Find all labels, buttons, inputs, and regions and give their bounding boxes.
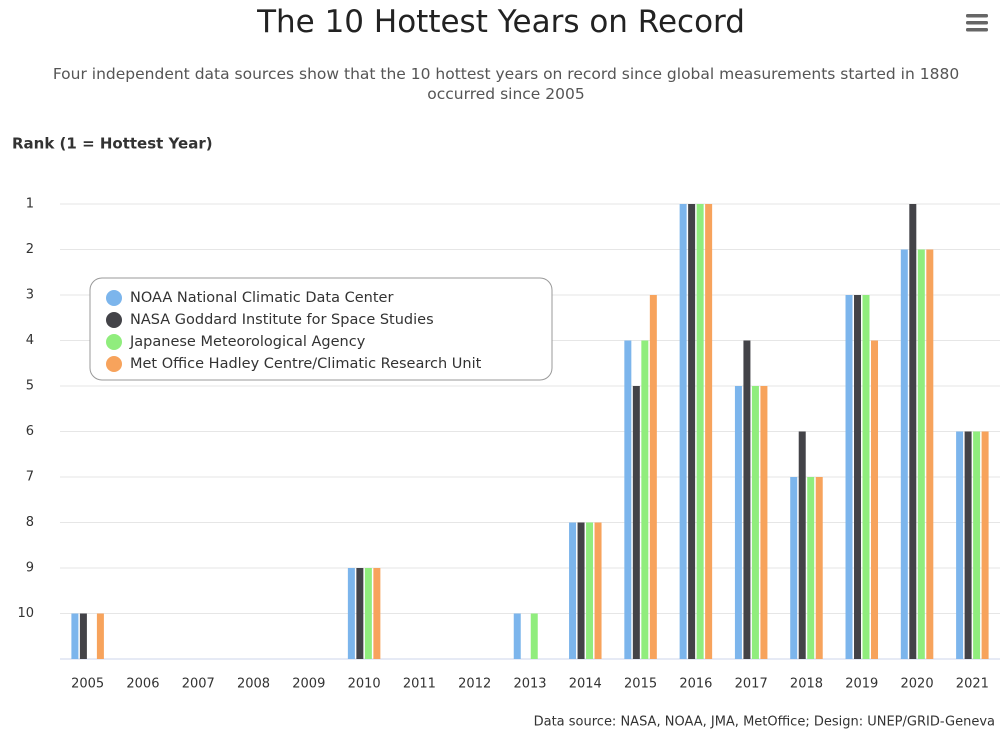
- bar: [696, 204, 704, 659]
- bar: [569, 522, 577, 659]
- bar: [79, 613, 87, 659]
- bar: [530, 613, 538, 659]
- legend: NOAA National Climatic Data Center NASA G…: [89, 277, 553, 381]
- bar: [845, 295, 853, 659]
- x-tick-label: 2019: [845, 677, 878, 692]
- y-axis-title: Rank (1 = Hottest Year): [12, 135, 213, 153]
- bar: [679, 204, 687, 659]
- bar: [364, 568, 372, 659]
- bar: [751, 386, 759, 659]
- bar: [909, 204, 917, 659]
- bar: [862, 295, 870, 659]
- menu-button[interactable]: [966, 14, 988, 32]
- y-tick-label: 10: [17, 606, 34, 621]
- legend-box: [89, 277, 553, 381]
- y-tick-label: 2: [26, 242, 34, 257]
- x-tick-label: 2010: [348, 677, 381, 692]
- bar: [854, 295, 862, 659]
- legend-label: NOAA National Climatic Data Center: [130, 290, 393, 306]
- menu-bar: [966, 28, 988, 32]
- bar: [641, 340, 649, 659]
- x-tick-label: 2017: [735, 677, 768, 692]
- bar: [760, 386, 768, 659]
- bar: [705, 204, 713, 659]
- legend-symbol: [106, 356, 122, 372]
- menu-bar: [966, 21, 988, 25]
- bar: [926, 249, 934, 659]
- legend-item[interactable]: Japanese Meteorological Agency: [106, 334, 366, 350]
- x-tick-label: 2012: [458, 677, 491, 692]
- y-tick-label: 4: [26, 333, 34, 348]
- chart-subtitle: Four independent data sources show that …: [52, 65, 960, 103]
- bar: [807, 477, 815, 659]
- x-tick-label: 2014: [569, 677, 602, 692]
- bar: [871, 340, 879, 659]
- x-tick-label: 2021: [956, 677, 989, 692]
- bar: [917, 249, 925, 659]
- bar: [743, 340, 751, 659]
- bar: [577, 522, 585, 659]
- x-tick-label: 2015: [624, 677, 657, 692]
- bar: [964, 431, 972, 659]
- bar: [981, 431, 989, 659]
- bar: [373, 568, 381, 659]
- chart-title: The 10 Hottest Years on Record: [257, 4, 745, 40]
- bar: [973, 431, 981, 659]
- x-tick-label: 2007: [182, 677, 215, 692]
- x-tick-label: 2005: [71, 677, 104, 692]
- legend-label: Japanese Meteorological Agency: [129, 334, 366, 350]
- bar: [956, 431, 964, 659]
- y-tick-label: 5: [26, 379, 34, 394]
- y-tick-label: 7: [26, 470, 34, 485]
- bar: [798, 431, 806, 659]
- bar: [734, 386, 742, 659]
- legend-symbol: [106, 290, 122, 306]
- x-tick-label: 2020: [901, 677, 934, 692]
- x-tick-label: 2009: [292, 677, 325, 692]
- y-tick-label: 3: [26, 288, 34, 303]
- bar: [790, 477, 798, 659]
- x-tick-label: 2011: [403, 677, 436, 692]
- legend-label: NASA Goddard Institute for Space Studies: [130, 312, 434, 328]
- bar: [624, 340, 632, 659]
- x-tick-label: 2013: [513, 677, 546, 692]
- bar: [347, 568, 355, 659]
- legend-item[interactable]: Met Office Hadley Centre/Climatic Resear…: [106, 356, 482, 372]
- legend-item[interactable]: NASA Goddard Institute for Space Studies: [106, 312, 434, 328]
- x-tick-label: 2018: [790, 677, 823, 692]
- legend-label: Met Office Hadley Centre/Climatic Resear…: [130, 356, 482, 372]
- bar: [96, 613, 104, 659]
- bar: [900, 249, 908, 659]
- y-tick-label: 6: [26, 424, 34, 439]
- bar: [632, 386, 640, 659]
- bar: [688, 204, 696, 659]
- bar: [649, 295, 657, 659]
- x-tick-label: 2016: [679, 677, 712, 692]
- bar: [356, 568, 364, 659]
- legend-item[interactable]: NOAA National Climatic Data Center: [106, 290, 393, 306]
- bar: [513, 613, 521, 659]
- bar: [586, 522, 594, 659]
- bar: [71, 613, 79, 659]
- bar: [815, 477, 823, 659]
- y-tick-label: 1: [26, 197, 34, 212]
- bar: [594, 522, 602, 659]
- menu-bar: [966, 14, 988, 18]
- y-tick-label: 9: [26, 561, 34, 576]
- legend-symbol: [106, 334, 122, 350]
- x-tick-label: 2008: [237, 677, 270, 692]
- credits: Data source: NASA, NOAA, JMA, MetOffice;…: [534, 715, 995, 730]
- x-tick-label: 2006: [126, 677, 159, 692]
- y-tick-label: 8: [26, 515, 34, 530]
- legend-symbol: [106, 312, 122, 328]
